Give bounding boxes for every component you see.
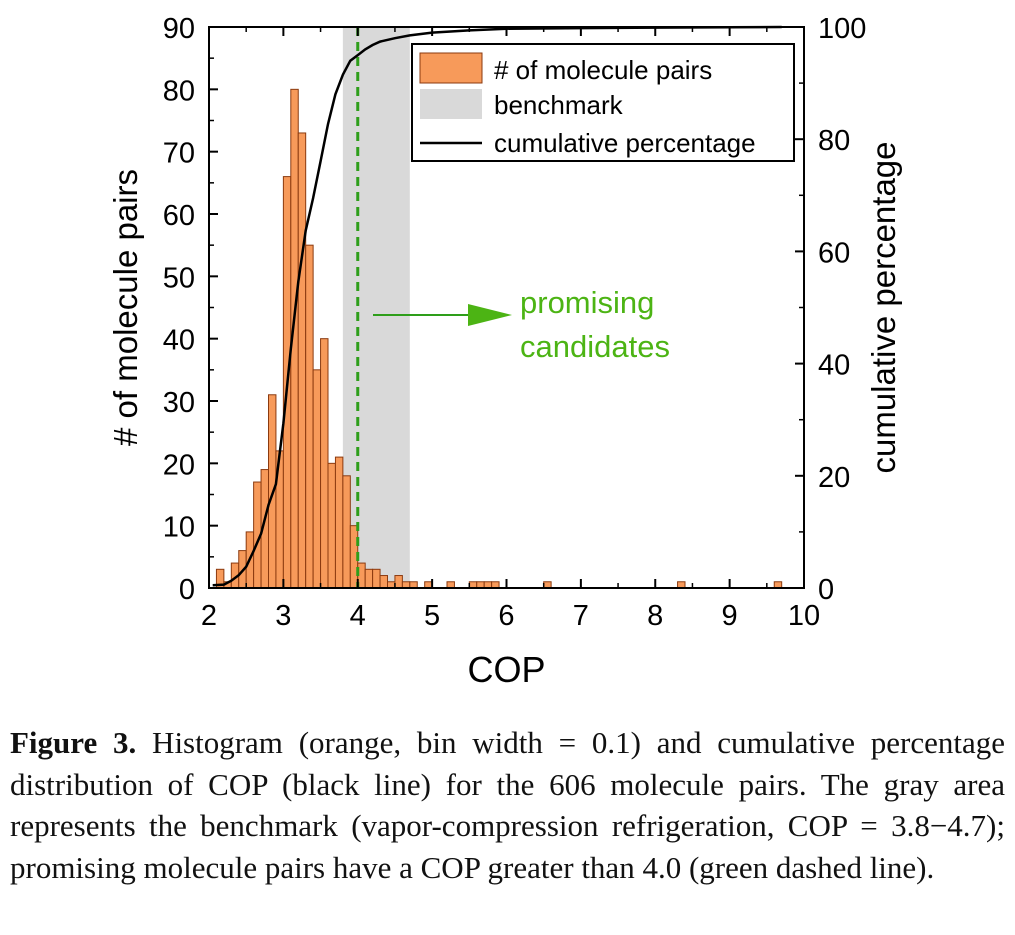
x-tick-label: 4 <box>350 600 366 632</box>
candidate-label-line1: promising <box>520 285 654 320</box>
legend-swatch-benchmark <box>420 89 482 119</box>
histogram-bar <box>297 132 307 589</box>
y2-tick-label: 100 <box>818 13 866 45</box>
y-tick-label: 50 <box>163 262 195 294</box>
y2-axis-label: cumulative percentage <box>865 141 902 473</box>
y-tick-label: 10 <box>163 512 195 544</box>
figure-label: Figure 3. <box>10 725 137 760</box>
x-tick-label: 10 <box>788 600 820 632</box>
legend-swatch-histogram <box>419 52 483 84</box>
y-axis-label: # of molecule pairs <box>107 169 144 446</box>
histogram-bar <box>364 568 374 589</box>
legend-label-histogram: # of molecule pairs <box>494 55 712 85</box>
histogram-bar <box>372 568 381 589</box>
histogram-bar <box>312 369 322 589</box>
y-tick-label: 80 <box>163 75 195 107</box>
y-tick-label: 0 <box>179 574 195 606</box>
histogram-bar <box>305 244 314 589</box>
chart-figure: 2 3 4 5 6 7 8 9 10 0 10 20 30 40 50 60 70 80 90 0 20 40 60 80 10… <box>107 13 902 690</box>
figure-caption: Figure 3. Histogram (orange, bin width =… <box>10 722 1005 888</box>
y2-tick-label: 60 <box>818 237 850 269</box>
y2-tick-label: 80 <box>818 125 850 157</box>
y-tick-label: 60 <box>163 200 195 232</box>
y-tick-label: 30 <box>163 387 195 419</box>
y2-tick-label: 40 <box>818 350 850 382</box>
y2-tick-label: 0 <box>818 574 834 606</box>
x-tick-label: 3 <box>275 600 291 632</box>
x-tick-label: 2 <box>201 600 217 632</box>
y-tick-label: 70 <box>163 138 195 170</box>
cumulative-line <box>212 25 782 587</box>
y-tick-label: 90 <box>163 13 195 45</box>
x-tick-label: 8 <box>647 600 663 632</box>
x-tick-label: 6 <box>498 600 514 632</box>
histogram-chart: 2 3 4 5 6 7 8 9 10010203040506070809002040608010… <box>107 13 902 690</box>
histogram-bar <box>342 475 351 589</box>
histogram-bar <box>320 338 329 589</box>
histogram-bar <box>327 462 336 589</box>
x-tick-label: 7 <box>573 600 589 632</box>
x-tick-label: 9 <box>722 600 738 632</box>
candidate-label-line2: candidates <box>520 329 670 364</box>
candidate-arrow-head <box>468 304 512 326</box>
benchmark-band <box>342 27 410 588</box>
legend-label-benchmark: benchmark <box>494 90 624 120</box>
y2-tick-label: 20 <box>818 462 850 494</box>
histogram-bar <box>394 575 403 589</box>
legend-label-cumulative: cumulative percentage <box>494 128 756 158</box>
caption-text: Histogram (orange, bin width = 0.1) and … <box>10 725 1006 885</box>
x-axis-label: COP <box>467 649 545 690</box>
y-tick-label: 20 <box>163 449 195 481</box>
histogram-bar <box>379 575 388 589</box>
x-tick-label: 5 <box>424 600 440 632</box>
histogram-bar <box>334 456 344 589</box>
y-tick-label: 40 <box>163 325 195 357</box>
